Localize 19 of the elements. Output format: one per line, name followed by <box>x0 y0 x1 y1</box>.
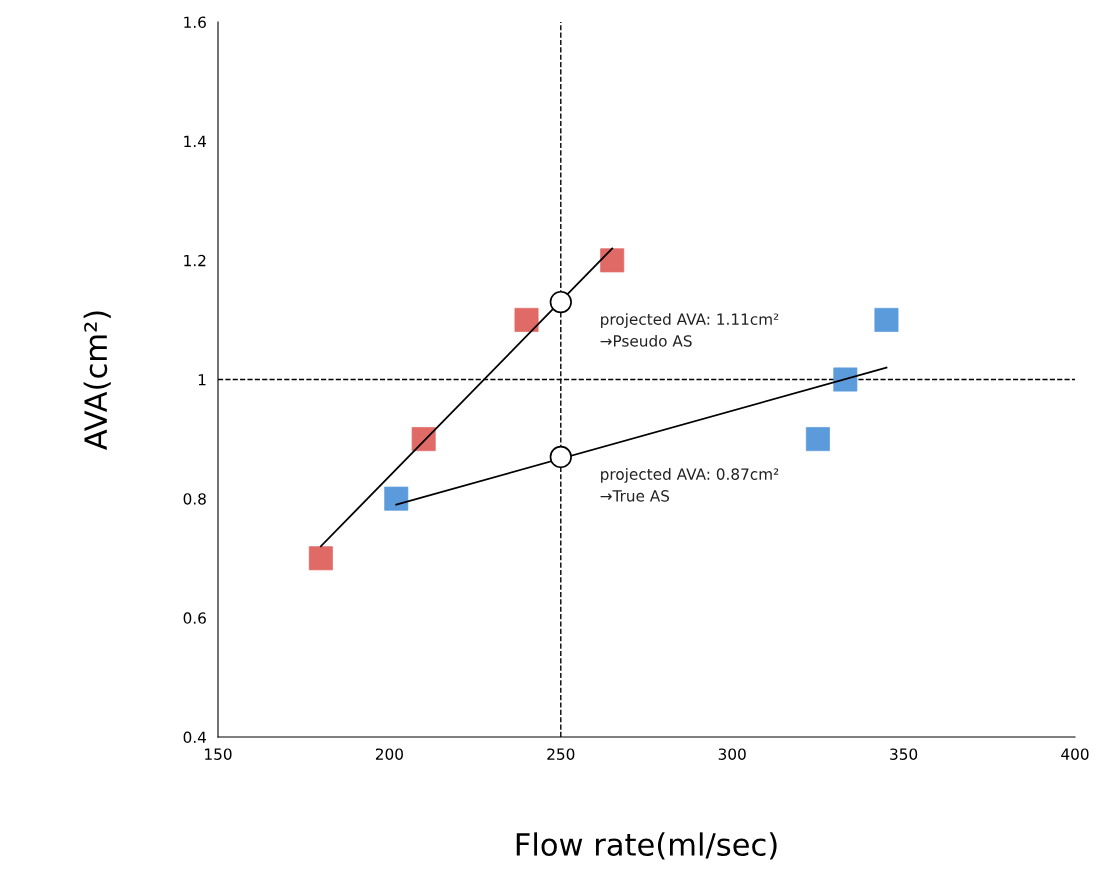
x-tick-label: 400 <box>1061 748 1089 760</box>
y-tick-label: 1 <box>198 374 206 386</box>
point <box>549 290 572 314</box>
y-tick-label: 1.4 <box>184 135 207 147</box>
x-tick-label: 250 <box>547 748 575 760</box>
x-tick-label: 150 <box>205 748 232 760</box>
x-tick-label: 200 <box>375 748 403 760</box>
y-axis-title: AVA(cm²) <box>83 311 111 450</box>
point <box>549 445 572 469</box>
x-tick-label: 300 <box>718 748 746 760</box>
annotation: projected AVA: 0.87cm² →True AS <box>600 468 779 502</box>
y-tick-label: 0.6 <box>183 612 206 624</box>
x-axis-title: Flow rate(ml/sec) <box>516 832 777 860</box>
y-tick-label: 1.2 <box>184 254 206 267</box>
y-tick-label: 1.6 <box>184 16 206 29</box>
y-tick-label: 0.8 <box>183 493 206 505</box>
annotation: projected AVA: 1.11cm² →Pseudo AS <box>600 313 779 347</box>
x-tick-label: 350 <box>890 748 918 760</box>
y-tick-label: 0.4 <box>183 731 207 744</box>
